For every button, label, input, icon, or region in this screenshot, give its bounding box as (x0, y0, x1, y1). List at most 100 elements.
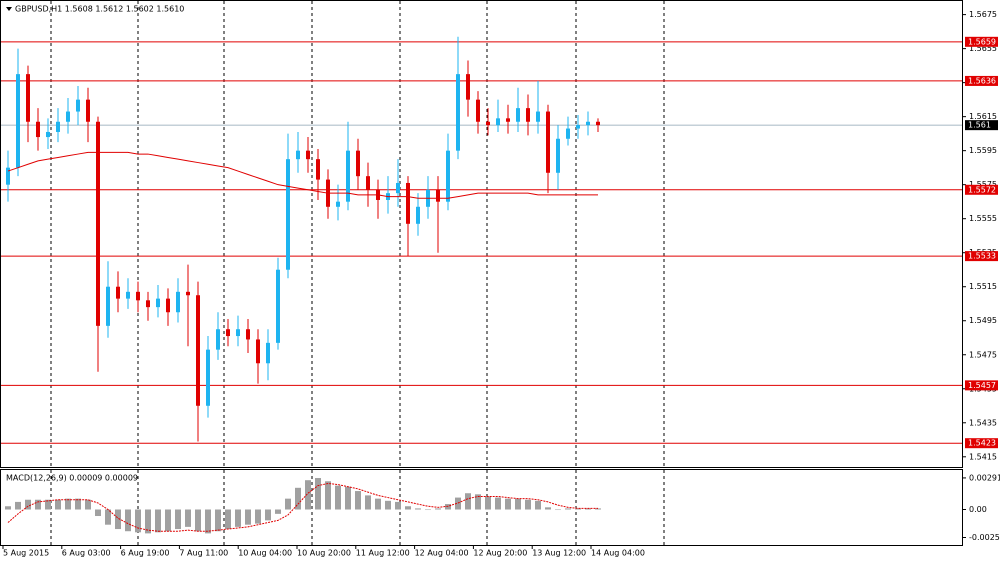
macd-bar (365, 495, 371, 510)
level-label: 1.5636 (968, 76, 996, 85)
candle-body (56, 121, 60, 132)
menu-arrow (6, 7, 12, 11)
candle-body (406, 182, 410, 224)
candle-body (226, 329, 230, 337)
macd-bar (215, 509, 221, 532)
candle-body (216, 329, 220, 350)
macd-bar (35, 499, 41, 510)
y-tick-label: 1.5415 (969, 452, 997, 461)
candle-body (446, 150, 450, 202)
x-tick-label: 12 Aug 20:00 (473, 549, 527, 558)
macd-title: MACD(12,26,9) 0.00009 0.00009 (6, 474, 138, 483)
macd-panel (0, 469, 963, 546)
macd-bar (185, 509, 191, 527)
x-tick-label: 7 Aug 11:00 (179, 549, 228, 558)
macd-bar (395, 501, 401, 510)
candle-body (416, 206, 420, 224)
candle-body (96, 121, 100, 326)
macd-bar (455, 497, 461, 510)
candle-body (136, 291, 140, 301)
level-label: 1.5533 (968, 252, 996, 261)
macd-bar (295, 487, 301, 510)
macd-bar (335, 485, 341, 510)
x-tick-label: 13 Aug 12:00 (532, 549, 586, 558)
x-tick-label: 14 Aug 04:00 (591, 549, 645, 558)
y-tick-label: 1.5515 (969, 282, 997, 291)
candle-body (206, 349, 210, 406)
level-label-box (965, 380, 998, 391)
macd-bar (155, 509, 161, 533)
candle-body (296, 150, 300, 160)
macd-y-tick-label: 0.00291 (969, 473, 1000, 482)
level-label: 1.5572 (968, 185, 996, 194)
macd-bar (595, 508, 601, 510)
candle-body (166, 298, 170, 313)
macd-bar (465, 493, 471, 510)
candle-body (46, 131, 50, 138)
macd-bar (275, 509, 281, 514)
macd-bar (195, 509, 201, 532)
candle-body (146, 300, 150, 308)
y-tick-label: 1.5655 (969, 44, 997, 53)
x-tick-label: 10 Aug 20:00 (297, 549, 351, 558)
candle-body (496, 118, 500, 126)
candle-body (116, 286, 120, 299)
macd-bar (355, 491, 361, 510)
current-price-label: 1.561 (968, 121, 991, 130)
macd-bar (475, 494, 481, 510)
y-tick-label: 1.5435 (969, 418, 997, 427)
level-label-box (965, 251, 998, 262)
current-price-box (965, 120, 998, 131)
macd-bar (85, 499, 91, 510)
macd-bar (555, 509, 561, 511)
y-tick-label: 1.5675 (969, 10, 997, 19)
level-label: 1.5659 (968, 37, 996, 46)
main-panel (0, 0, 963, 468)
macd-bar (95, 509, 101, 517)
macd-bar (5, 506, 11, 510)
candle-body (6, 167, 10, 185)
candle-body (66, 111, 70, 122)
level-label-box (965, 184, 998, 195)
macd-bar (115, 509, 121, 530)
candle-body (156, 298, 160, 308)
macd-bar (405, 506, 411, 510)
macd-bar (415, 508, 421, 510)
macd-bar (65, 498, 71, 510)
macd-bar (495, 497, 501, 510)
candle-body (76, 99, 80, 112)
y-tick-label: 1.5575 (969, 180, 997, 189)
y-tick-label: 1.5555 (969, 214, 997, 223)
candle-body (526, 108, 530, 122)
macd-bar (105, 509, 111, 525)
candle-body (396, 182, 400, 194)
macd-bar (345, 486, 351, 510)
candle-body (256, 339, 260, 364)
macd-bar (515, 498, 521, 510)
x-tick-label: 6 Aug 19:00 (121, 549, 170, 558)
candle-body (26, 74, 30, 122)
macd-bar (535, 500, 541, 510)
macd-bar (135, 509, 141, 533)
candle-body (556, 138, 560, 173)
macd-bar (265, 509, 271, 521)
candle-body (176, 291, 180, 313)
candle-body (596, 121, 600, 126)
candle-body (476, 99, 480, 122)
candle-body (186, 291, 190, 296)
macd-bar (175, 509, 181, 530)
macd-bar (285, 498, 291, 510)
candle-body (196, 295, 200, 406)
candle-body (566, 128, 570, 139)
macd-bar (255, 509, 261, 524)
macd-bar (305, 480, 311, 510)
macd-bar (225, 509, 231, 530)
level-label: 1.5457 (968, 381, 996, 390)
moving-average (7, 151, 598, 199)
macd-bar (235, 509, 241, 527)
macd-bar (425, 509, 431, 511)
macd-bar (565, 508, 571, 510)
candle-body (456, 74, 460, 151)
candle-body (266, 342, 270, 364)
